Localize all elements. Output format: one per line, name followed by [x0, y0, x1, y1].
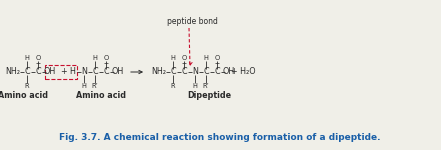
Text: Dipeptide: Dipeptide: [187, 90, 231, 99]
Text: H: H: [25, 55, 30, 61]
Text: peptide bond: peptide bond: [167, 18, 217, 27]
Text: + H₂O: + H₂O: [231, 68, 255, 76]
Text: O: O: [181, 55, 187, 61]
Text: H: H: [171, 55, 176, 61]
Text: H: H: [69, 68, 75, 76]
Text: C: C: [181, 68, 187, 76]
Text: R: R: [25, 83, 29, 89]
Text: OH: OH: [112, 68, 124, 76]
Text: C: C: [103, 68, 109, 76]
Text: Amino acid: Amino acid: [0, 90, 49, 99]
Text: C: C: [35, 68, 41, 76]
Text: R’: R’: [92, 83, 98, 89]
Text: +: +: [60, 68, 66, 76]
Text: H: H: [93, 55, 97, 61]
Text: O: O: [103, 55, 108, 61]
Text: NH₂: NH₂: [151, 68, 166, 76]
Text: H: H: [204, 55, 209, 61]
Text: OH: OH: [44, 68, 56, 76]
Text: O: O: [214, 55, 220, 61]
Text: C: C: [24, 68, 30, 76]
Text: R’: R’: [202, 83, 209, 89]
Text: C: C: [203, 68, 209, 76]
Text: N: N: [192, 68, 198, 76]
Text: C: C: [214, 68, 220, 76]
Text: C: C: [92, 68, 98, 76]
Text: NH₂: NH₂: [5, 68, 20, 76]
Text: C: C: [170, 68, 176, 76]
Text: O: O: [35, 55, 41, 61]
Text: H: H: [82, 83, 86, 89]
Text: R: R: [171, 83, 176, 89]
Text: H: H: [193, 83, 198, 89]
Text: Amino acid: Amino acid: [76, 90, 126, 99]
Text: Fig. 3.7. A chemical reaction showing formation of a dipeptide.: Fig. 3.7. A chemical reaction showing fo…: [59, 134, 381, 142]
Text: OH: OH: [223, 68, 235, 76]
Text: N: N: [81, 68, 87, 76]
